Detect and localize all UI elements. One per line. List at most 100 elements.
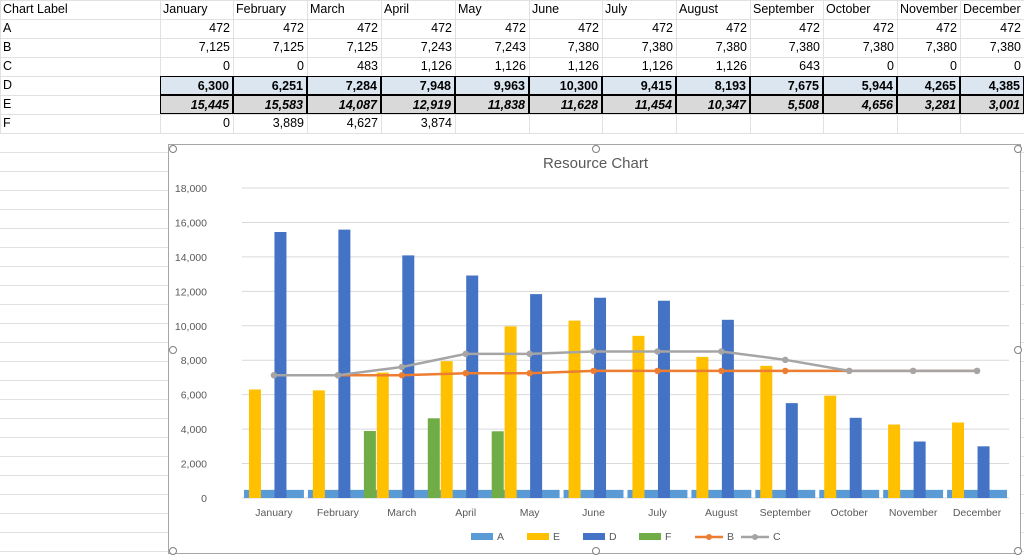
value-cell[interactable]: 6,251 xyxy=(233,76,307,95)
value-cell[interactable]: 4,265 xyxy=(897,76,960,95)
value-cell[interactable]: 7,380 xyxy=(788,40,820,54)
row-label-cell[interactable]: A xyxy=(3,21,12,35)
value-cell[interactable]: 0 xyxy=(887,59,894,73)
row-label-cell[interactable]: C xyxy=(3,59,13,73)
value-cell[interactable]: 7,675 xyxy=(750,76,823,95)
resize-handle[interactable] xyxy=(169,547,177,555)
value-cell[interactable]: 7,380 xyxy=(989,40,1021,54)
value-cell[interactable]: 3,281 xyxy=(897,95,960,114)
value-cell[interactable]: 472 xyxy=(726,21,747,35)
point-c xyxy=(270,372,278,379)
value-cell[interactable]: 10,347 xyxy=(676,95,750,114)
value-cell[interactable]: 14,087 xyxy=(307,95,381,114)
value-cell[interactable]: 4,627 xyxy=(346,116,378,130)
value-cell[interactable]: 15,445 xyxy=(160,95,233,114)
resize-handle[interactable] xyxy=(1014,346,1022,354)
value-cell[interactable]: 11,628 xyxy=(529,95,602,114)
value-cell[interactable]: 5,508 xyxy=(750,95,823,114)
value-cell[interactable]: 12,919 xyxy=(381,95,455,114)
bar-a xyxy=(244,489,304,498)
value-cell[interactable]: 7,380 xyxy=(862,40,894,54)
value-cell[interactable]: 0 xyxy=(223,116,230,130)
value-cell[interactable]: 1,126 xyxy=(641,59,673,73)
month-header-cell[interactable]: September xyxy=(753,2,815,16)
value-cell[interactable]: 7,948 xyxy=(381,76,455,95)
value-cell[interactable]: 15,583 xyxy=(233,95,307,114)
month-header-cell[interactable]: February xyxy=(236,2,287,16)
header-label-cell[interactable]: Chart Label xyxy=(3,2,68,16)
month-header-cell[interactable]: July xyxy=(605,2,628,16)
value-cell[interactable]: 0 xyxy=(950,59,957,73)
month-header-cell[interactable]: October xyxy=(826,2,871,16)
value-cell[interactable]: 472 xyxy=(283,21,304,35)
value-cell[interactable]: 7,243 xyxy=(420,40,452,54)
value-cell[interactable]: 11,838 xyxy=(455,95,529,114)
value-cell[interactable]: 11,454 xyxy=(602,95,676,114)
month-header-cell[interactable]: November xyxy=(900,2,958,16)
row-label-cell[interactable]: E xyxy=(3,97,12,111)
value-cell[interactable]: 472 xyxy=(209,21,230,35)
value-cell[interactable]: 7,380 xyxy=(641,40,673,54)
value-cell[interactable]: 7,125 xyxy=(346,40,378,54)
value-cell[interactable]: 472 xyxy=(431,21,452,35)
value-cell[interactable]: 9,963 xyxy=(455,76,529,95)
month-header-cell[interactable]: December xyxy=(963,2,1021,16)
month-header-cell[interactable]: May xyxy=(458,2,482,16)
row-label-cell[interactable]: F xyxy=(3,116,11,130)
resource-chart[interactable]: Resource Chart 0 2,000 4,000 6,000 8,000 10,00… xyxy=(168,144,1022,555)
value-cell[interactable]: 1,126 xyxy=(567,59,599,73)
resize-handle[interactable] xyxy=(169,145,177,153)
bar-d xyxy=(594,297,607,498)
value-cell[interactable]: 643 xyxy=(799,59,820,73)
month-header-cell[interactable]: January xyxy=(163,2,208,16)
legend-label-b: B xyxy=(727,531,734,543)
value-cell[interactable]: 7,243 xyxy=(494,40,526,54)
value-cell[interactable]: 483 xyxy=(357,59,378,73)
value-cell[interactable]: 7,380 xyxy=(715,40,747,54)
value-cell[interactable]: 3,874 xyxy=(420,116,452,130)
value-cell[interactable]: 9,415 xyxy=(602,76,676,95)
bar-d xyxy=(530,294,543,498)
month-header-cell[interactable]: March xyxy=(310,2,345,16)
resize-handle[interactable] xyxy=(169,346,177,354)
month-header-cell[interactable]: April xyxy=(384,2,410,16)
value-cell[interactable]: 7,380 xyxy=(567,40,599,54)
value-cell[interactable]: 472 xyxy=(578,21,599,35)
resize-handle[interactable] xyxy=(1014,145,1022,153)
value-cell[interactable]: 7,125 xyxy=(272,40,304,54)
value-cell[interactable]: 472 xyxy=(936,21,957,35)
value-cell[interactable]: 1,126 xyxy=(420,59,452,73)
value-cell[interactable]: 8,193 xyxy=(676,76,750,95)
value-cell[interactable]: 472 xyxy=(357,21,378,35)
value-cell[interactable]: 0 xyxy=(297,59,304,73)
value-cell[interactable]: 4,656 xyxy=(823,95,897,114)
y-tick-label: 4,000 xyxy=(181,424,207,436)
resize-handle[interactable] xyxy=(591,547,600,555)
value-cell[interactable]: 7,380 xyxy=(925,40,957,54)
value-cell[interactable]: 1,126 xyxy=(715,59,747,73)
value-cell[interactable]: 5,944 xyxy=(823,76,897,95)
value-cell[interactable]: 4,385 xyxy=(960,76,1024,95)
row-label-cell[interactable]: B xyxy=(3,40,12,54)
value-cell[interactable]: 7,125 xyxy=(198,40,230,54)
value-cell[interactable]: 0 xyxy=(223,59,230,73)
resize-handle[interactable] xyxy=(591,145,600,153)
value-cell[interactable]: 3,001 xyxy=(960,95,1024,114)
value-cell[interactable]: 0 xyxy=(1014,59,1021,73)
month-header-cell[interactable]: August xyxy=(679,2,718,16)
value-cell[interactable]: 6,300 xyxy=(160,76,233,95)
value-cell[interactable]: 472 xyxy=(505,21,526,35)
value-cell[interactable]: 472 xyxy=(652,21,673,35)
resize-handle[interactable] xyxy=(1014,547,1022,555)
x-tick-label: August xyxy=(705,507,738,519)
value-cell[interactable]: 472 xyxy=(873,21,894,35)
value-cell[interactable]: 3,889 xyxy=(272,116,304,130)
value-cell[interactable]: 10,300 xyxy=(529,76,602,95)
value-cell[interactable]: 7,284 xyxy=(307,76,381,95)
legend-marker-b xyxy=(706,534,712,540)
month-header-cell[interactable]: June xyxy=(532,2,560,16)
value-cell[interactable]: 1,126 xyxy=(494,59,526,73)
value-cell[interactable]: 472 xyxy=(799,21,820,35)
row-label-cell[interactable]: D xyxy=(3,78,13,92)
value-cell[interactable]: 472 xyxy=(1000,21,1021,35)
